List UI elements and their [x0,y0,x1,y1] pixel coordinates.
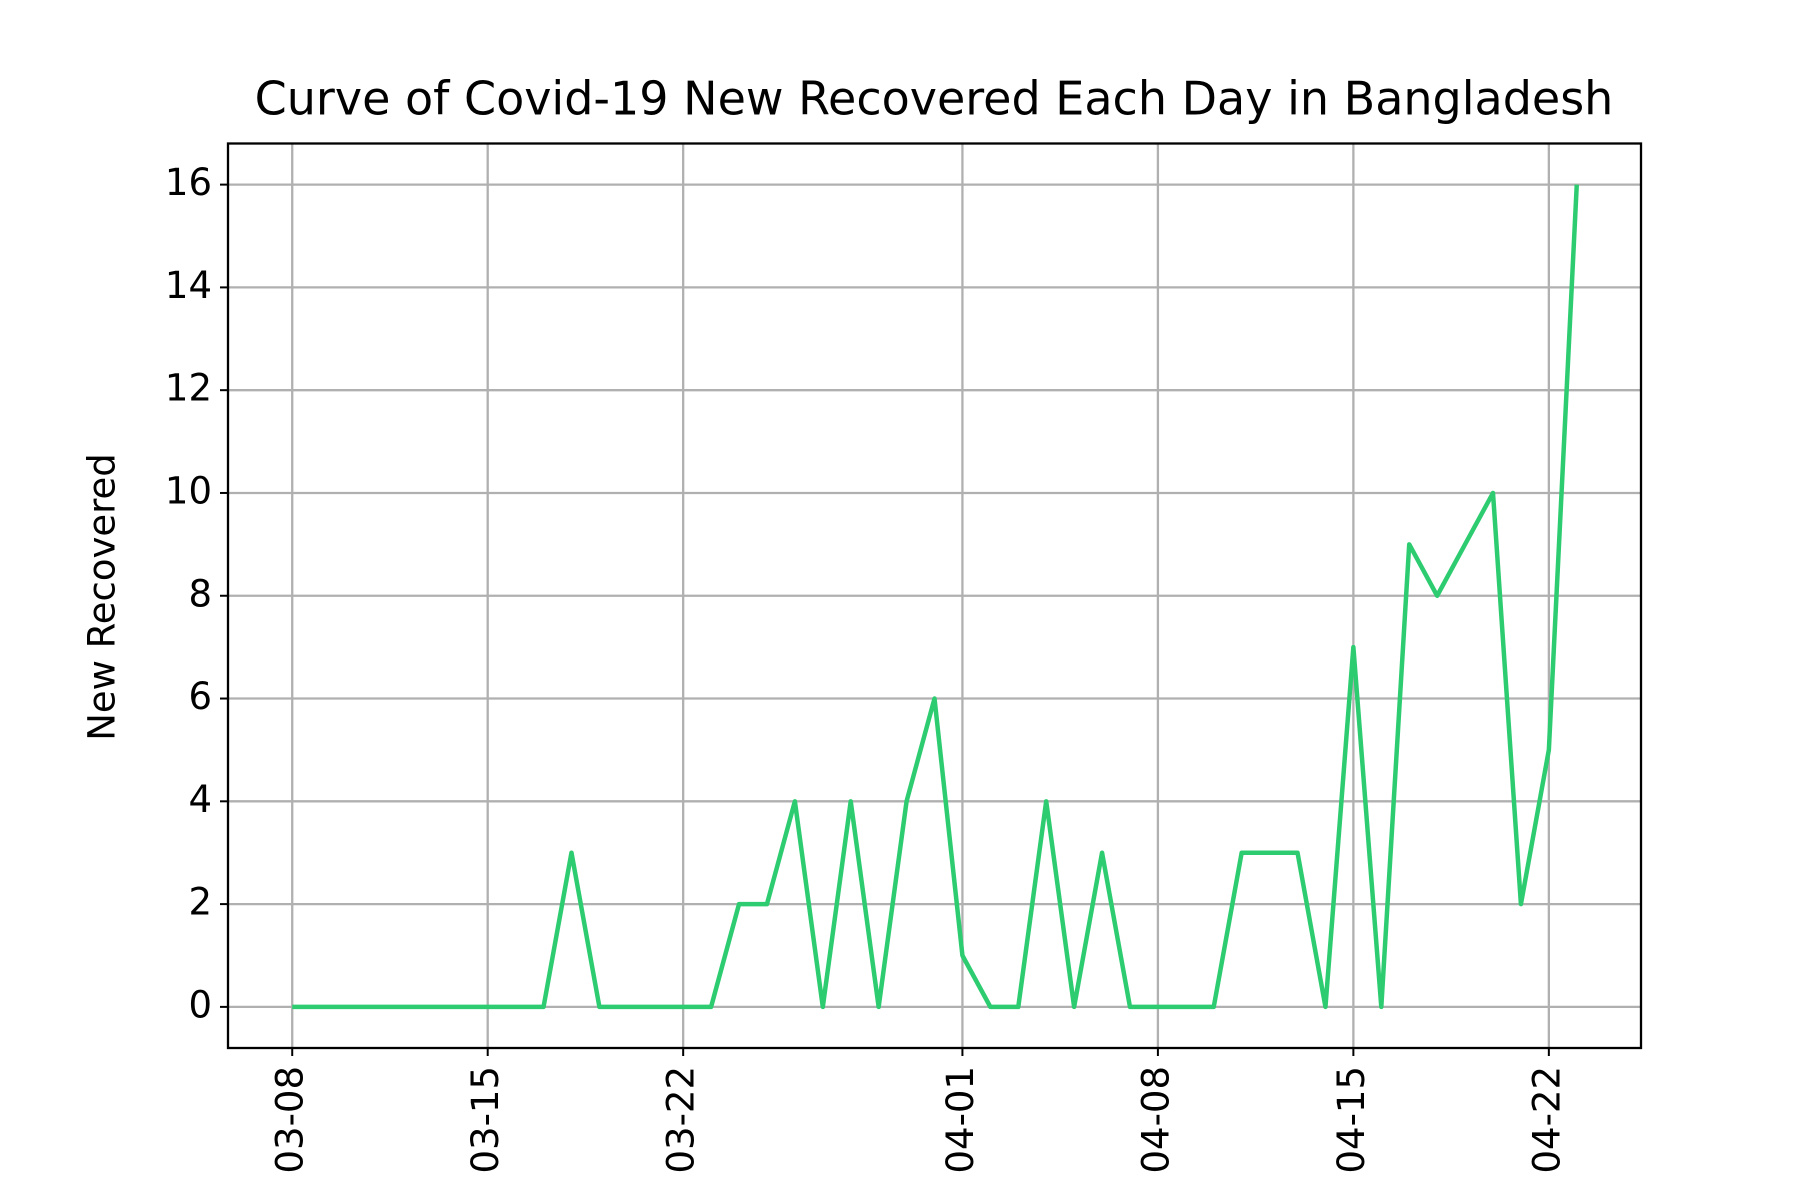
x-tick-label: 03-22 [660,1066,703,1174]
x-tick-label: 04-01 [939,1066,982,1174]
grid [228,143,1641,1048]
y-tick-label: 14 [165,264,212,307]
y-tick-label: 6 [188,675,212,718]
x-tick-label: 04-15 [1330,1066,1373,1174]
axes: 0 2 4 6 8 10 12 14 16 03-08 03-15 03-22 04-01 04-08 04… [165,142,1643,1174]
y-tick-label: 8 [188,572,212,615]
x-tick-label: 04-08 [1134,1066,1177,1174]
y-tick-label: 10 [165,469,212,512]
y-tick-label: 2 [188,881,212,924]
x-tick-label: 04-22 [1525,1066,1568,1174]
y-tick-label: 12 [165,367,212,410]
chart-title: Curve of Covid-19 New Recovered Each Day… [255,72,1614,126]
y-tick-label: 16 [165,161,212,204]
plot-frame [226,142,1643,1050]
data-line [292,184,1580,1010]
y-tick-label: 4 [188,778,212,821]
y-axis-label: New Recovered [81,453,124,741]
x-tick-label: 03-08 [269,1066,312,1174]
marks [292,184,1580,1010]
x-tick-label: 03-15 [464,1066,507,1174]
y-tick-label: 0 [188,983,212,1026]
